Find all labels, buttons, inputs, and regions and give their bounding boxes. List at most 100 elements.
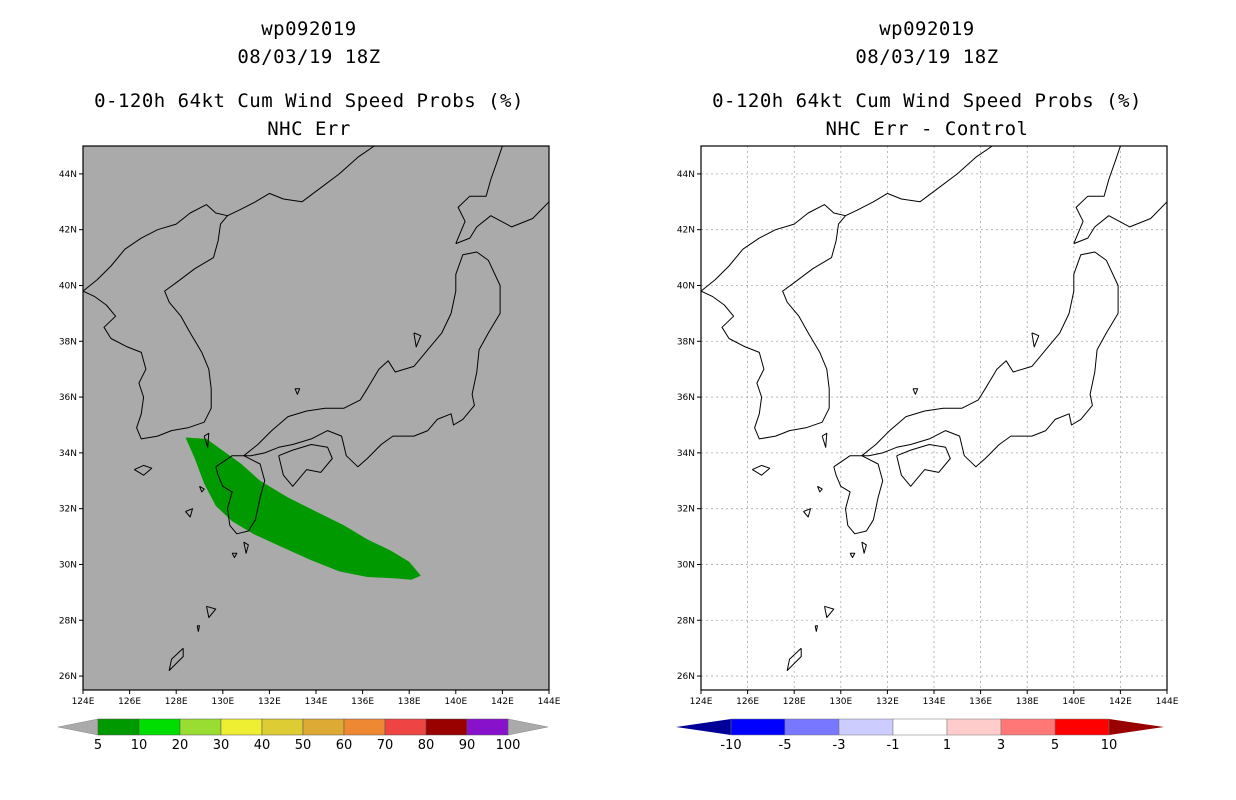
y-tick-label: 28N [677, 616, 695, 626]
y-tick-label: 44N [677, 170, 695, 180]
colorbar-label: -10 [720, 738, 741, 753]
coastline [231, 552, 238, 558]
coastline [243, 541, 249, 554]
x-tick-label: 136E [351, 697, 374, 707]
colorbar-swatch [425, 718, 468, 736]
x-tick-label: 138E [398, 697, 421, 707]
x-tick-label: 144E [538, 697, 561, 707]
coastline [824, 605, 835, 618]
right-panel: wp092019 08/03/19 18Z 0-120h 64kt Cum Wi… [618, 0, 1236, 800]
coastline [278, 444, 333, 487]
coastline [134, 464, 153, 476]
coastline [1073, 201, 1167, 245]
colorbar-label: 80 [418, 738, 435, 753]
difference-map: 124E 126E 128E 130E 132E 134E 136E 138E 140E 142E… [676, 145, 1179, 753]
y-tick-label: 28N [59, 616, 77, 626]
coastline [817, 485, 823, 493]
colorbar-label: -3 [833, 738, 846, 753]
x-tick-label: 126E [118, 697, 141, 707]
datetime-title: 08/03/19 18Z [237, 46, 381, 68]
y-tick-label: 38N [59, 337, 77, 347]
coastline [294, 388, 301, 395]
coastline [196, 625, 200, 632]
colorbar-extension [507, 718, 549, 736]
colorbar-swatch [892, 718, 948, 736]
colorbar-swatch [343, 718, 386, 736]
coastline [1031, 332, 1040, 348]
probability-swath [185, 437, 421, 580]
colorbar-label: 1 [943, 738, 951, 753]
chart-title: 0-120h 64kt Cum Wind Speed Probs (%) [94, 90, 524, 112]
colorbar-swatch [384, 718, 427, 736]
y-tick-label: 30N [59, 560, 77, 570]
coastline [803, 508, 811, 518]
probability-map: 124E 126E 128E 130E 132E 134E 136E 138E 140E 142E… [57, 145, 561, 753]
colorbar-swatch [138, 718, 181, 736]
datetime-title: 08/03/19 18Z [855, 46, 999, 68]
coastline [215, 455, 266, 535]
colorbar-extension [676, 719, 731, 735]
colorbar-swatch [97, 718, 140, 736]
y-tick-label: 26N [677, 672, 695, 682]
colorbar-label: 20 [172, 738, 189, 753]
coastline [243, 251, 501, 468]
coastline [455, 146, 503, 244]
coastline [701, 215, 846, 440]
storm-id-title: wp092019 [879, 18, 975, 40]
y-tick-label: 34N [59, 449, 77, 459]
y-tick-label: 30N [677, 560, 695, 570]
x-tick-label: 136E [969, 697, 992, 707]
colorbar-label: -5 [779, 738, 792, 753]
colorbar-label: -1 [887, 738, 900, 753]
chart-title: 0-120h 64kt Cum Wind Speed Probs (%) [712, 90, 1142, 112]
coastline [861, 251, 1119, 468]
colorbar-swatch [261, 718, 304, 736]
x-tick-label: 142E [1109, 697, 1132, 707]
colorbar-label: 100 [496, 738, 521, 753]
colorbar-swatch [1054, 718, 1110, 736]
x-tick-label: 144E [1156, 697, 1179, 707]
y-tick-label: 36N [677, 393, 695, 403]
coastline [83, 215, 228, 440]
coastline [752, 464, 771, 476]
colorbar-label: 30 [213, 738, 230, 753]
colorbar-swatch [220, 718, 263, 736]
coastline [185, 508, 193, 518]
colorbar-swatch [302, 718, 345, 736]
y-tick-label: 42N [59, 226, 77, 236]
coastline [701, 146, 993, 292]
colorbar-extension [57, 718, 99, 736]
y-tick-label: 38N [677, 337, 695, 347]
coastline [786, 647, 802, 671]
coastline [203, 432, 210, 448]
coastline [861, 541, 867, 554]
y-tick-label: 44N [59, 170, 77, 180]
y-tick-label: 32N [677, 505, 695, 515]
y-tick-label: 34N [677, 449, 695, 459]
left-panel: wp092019 08/03/19 18Z 0-120h 64kt Cum Wi… [57, 18, 561, 753]
colorbar-swatch [730, 718, 786, 736]
colorbar-label: 3 [997, 738, 1005, 753]
colorbar-swatch [838, 718, 894, 736]
x-tick-label: 128E [165, 697, 188, 707]
coastline [912, 388, 919, 395]
coastline [455, 201, 549, 245]
x-tick-label: 140E [1062, 697, 1085, 707]
colorbar-label: 5 [1051, 738, 1059, 753]
map-content [83, 146, 549, 671]
x-tick-label: 138E [1016, 697, 1039, 707]
coastline [896, 444, 951, 487]
x-tick-label: 124E [690, 697, 713, 707]
coastline [849, 552, 856, 558]
colorbar-swatch [784, 718, 840, 736]
chart-subtitle: NHC Err [267, 118, 351, 140]
colorbar-label: 10 [131, 738, 148, 753]
colorbar-label: 90 [459, 738, 476, 753]
y-tick-label: 40N [59, 281, 77, 291]
y-tick-label: 40N [677, 281, 695, 291]
colorbar-label: 10 [1101, 738, 1118, 753]
colorbar-swatch [1000, 718, 1056, 736]
colorbar-swatch [946, 718, 1002, 736]
y-tick-label: 32N [59, 505, 77, 515]
x-tick-label: 142E [491, 697, 514, 707]
